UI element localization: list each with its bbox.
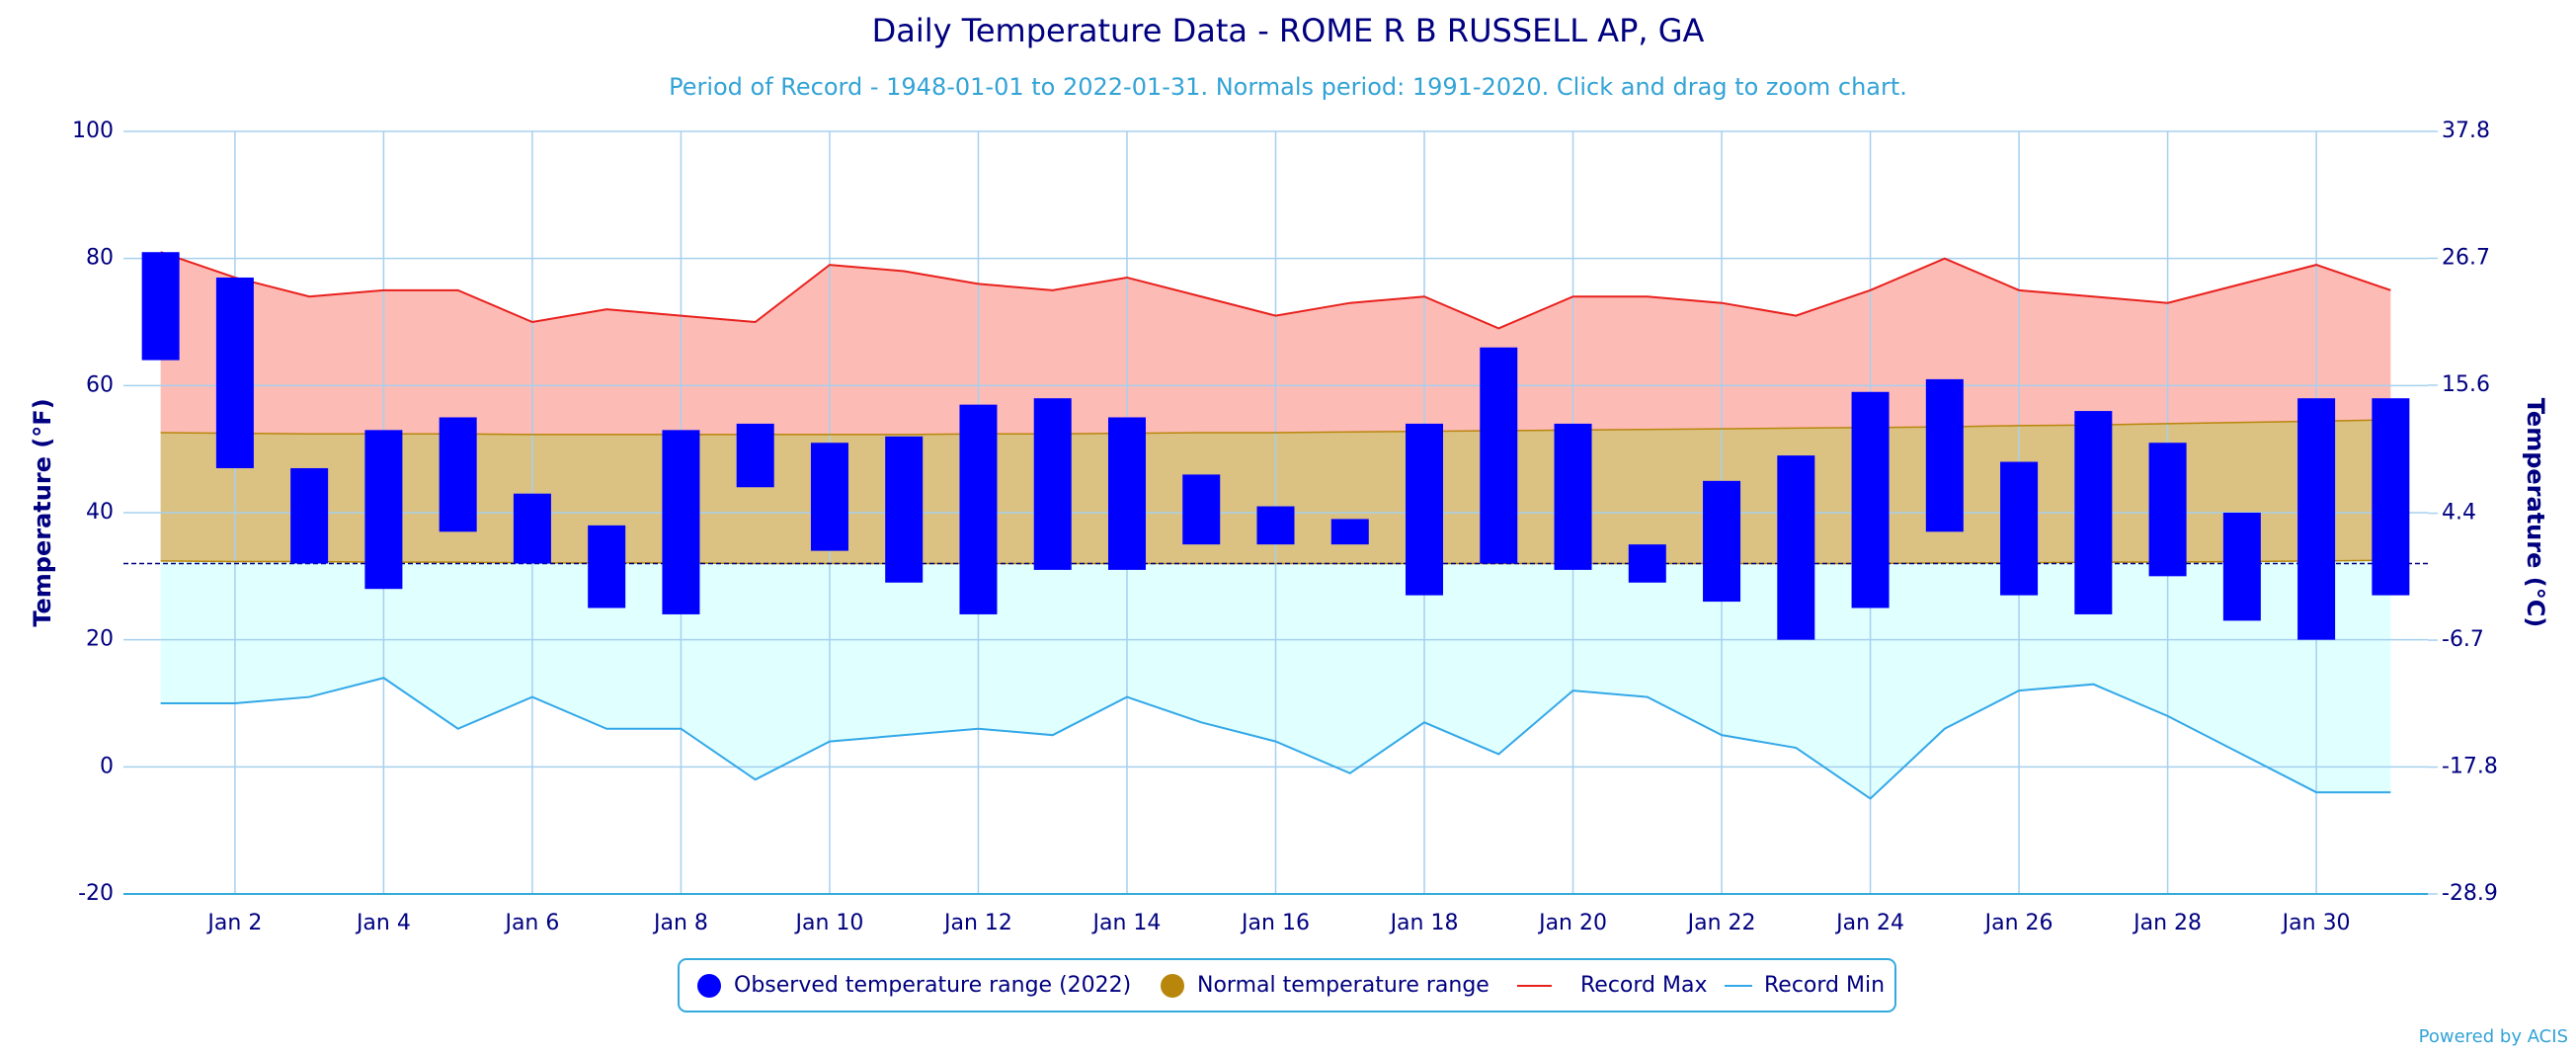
- observed-bar: [1777, 455, 1815, 640]
- x-tick-label: Jan 18: [1389, 911, 1459, 935]
- observed-bar: [885, 436, 924, 583]
- observed-bar: [141, 252, 180, 361]
- chart-subtitle: Period of Record - 1948-01-01 to 2022-01…: [669, 73, 1907, 101]
- observed-bar: [1703, 480, 1741, 603]
- observed-bar: [439, 417, 477, 532]
- legend-box: [678, 958, 1896, 1012]
- x-tick-label: Jan 20: [1537, 911, 1607, 935]
- normal-high-line: [160, 419, 2391, 436]
- observed-bar: [1554, 423, 1592, 570]
- observed-bar: [1480, 347, 1518, 564]
- y2-tick-label: 26.7: [2442, 245, 2490, 270]
- x-tick-label: Jan 22: [1686, 911, 1756, 935]
- observed-bar: [2000, 461, 2039, 596]
- observed-bar: [2297, 398, 2336, 640]
- observed-bar: [1107, 417, 1146, 570]
- legend-symbol: [697, 974, 721, 998]
- observed-bar: [1033, 398, 1072, 570]
- observed-bar: [2148, 443, 2187, 577]
- observed-bar: [1182, 474, 1221, 545]
- y2-tick-label: -28.9: [2442, 881, 2498, 906]
- observed-bar: [290, 467, 329, 564]
- x-tick-label: Jan 28: [2132, 911, 2202, 935]
- observed-bar: [810, 443, 848, 551]
- x-tick-label: Jan 6: [503, 911, 559, 935]
- y2-tick-label: 37.8: [2442, 119, 2490, 143]
- x-tick-label: Jan 10: [793, 911, 863, 935]
- y-tick-label: 0: [100, 754, 114, 778]
- legend-label: Record Max: [1580, 973, 1708, 998]
- observed-bar: [1406, 423, 1444, 596]
- chart-title: Daily Temperature Data - ROME R B RUSSEL…: [872, 12, 1705, 49]
- y2-tick-label: -6.7: [2442, 627, 2484, 652]
- observed-bar: [364, 430, 403, 590]
- y2-tick-label: 15.6: [2442, 372, 2490, 397]
- observed-bar: [588, 525, 626, 608]
- legend-label: Record Min: [1764, 973, 1885, 998]
- x-tick-label: Jan 2: [205, 911, 262, 935]
- legend-label: Observed temperature range (2022): [734, 973, 1131, 998]
- y-tick-label: 80: [86, 246, 114, 271]
- y2-tick-label: 4.4: [2442, 501, 2476, 526]
- y-tick-label: -20: [78, 881, 114, 906]
- legend-label: Normal temperature range: [1197, 973, 1489, 998]
- observed-bar: [1628, 544, 1666, 583]
- observed-bar: [2372, 398, 2410, 596]
- y2-axis-label: Temperature (°C): [2522, 398, 2549, 628]
- y-tick-label: 40: [86, 500, 114, 525]
- x-tick-label: Jan 4: [355, 911, 411, 935]
- record-line: [160, 251, 2391, 330]
- footer: Powered by ACIS: [2419, 1026, 2568, 1047]
- x-tick-label: Jan 30: [2281, 911, 2351, 935]
- y-tick-label: 60: [86, 372, 114, 397]
- x-tick-label: Jan 16: [1240, 911, 1310, 935]
- observed-bar: [1925, 378, 1964, 532]
- observed-bar: [662, 430, 700, 614]
- x-tick-label: Jan 26: [1983, 911, 2053, 935]
- observed-bar: [736, 423, 774, 488]
- observed-bar: [215, 277, 254, 468]
- observed-bar: [1256, 506, 1295, 545]
- y-axis-label: Temperature (°F): [29, 398, 56, 626]
- observed-bar: [513, 493, 551, 564]
- observed-bar: [2074, 411, 2113, 614]
- x-tick-label: Jan 24: [1834, 911, 1904, 935]
- y-tick-label: 100: [72, 119, 114, 143]
- record-line: [160, 677, 2391, 800]
- observed-bar: [959, 404, 998, 614]
- x-tick-label: Jan 8: [652, 911, 708, 935]
- y-tick-label: 20: [86, 627, 114, 652]
- observed-bar: [1330, 519, 1369, 545]
- observed-bar: [1851, 391, 1890, 608]
- y2-tick-label: -17.8: [2442, 755, 2498, 779]
- legend-symbol: [1161, 974, 1184, 998]
- x-tick-label: Jan 14: [1091, 911, 1162, 935]
- observed-bar: [2222, 513, 2261, 621]
- x-tick-label: Jan 12: [942, 911, 1012, 935]
